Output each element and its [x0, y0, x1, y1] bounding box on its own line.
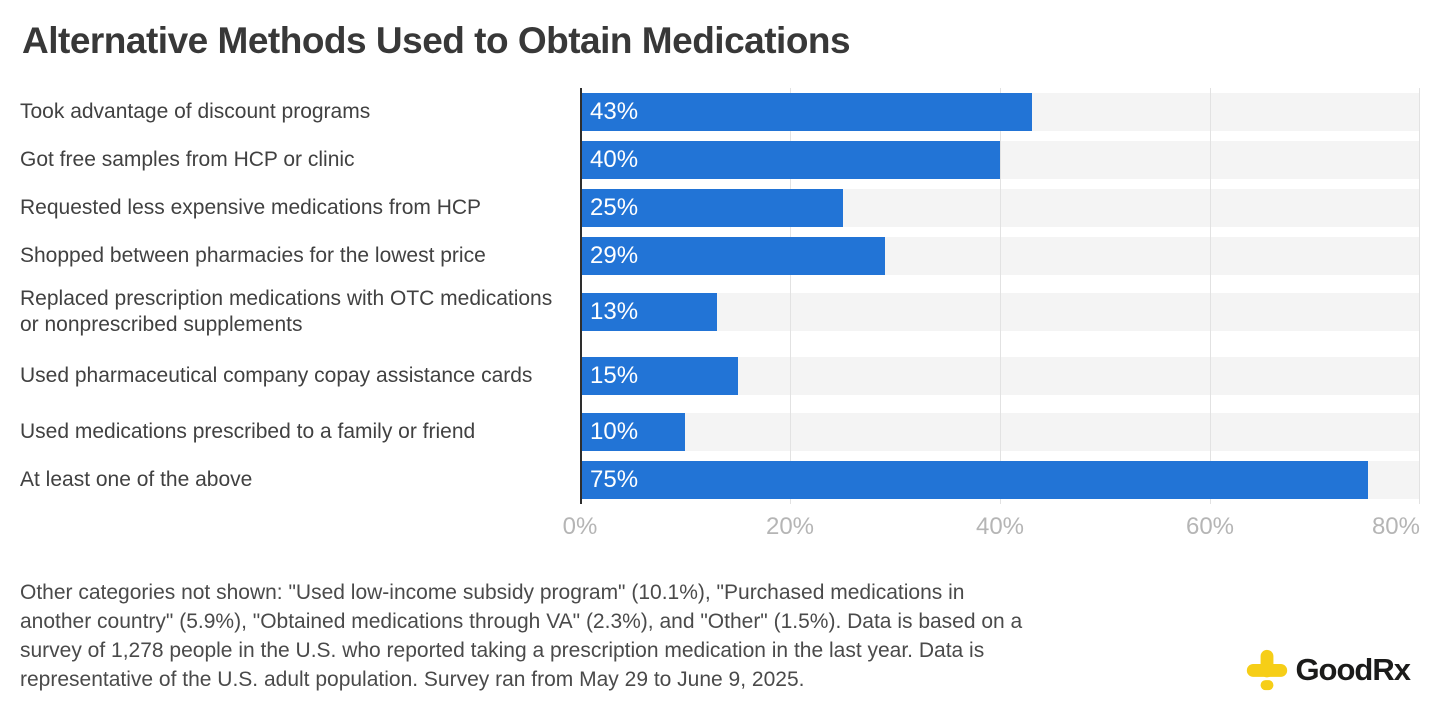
- category-label: Used pharmaceutical company copay assist…: [20, 364, 533, 387]
- footnote-line: representative of the U.S. adult populat…: [20, 668, 805, 691]
- category-label: At least one of the above: [20, 468, 253, 491]
- x-tick: 20%: [765, 513, 815, 540]
- x-tick: 0%: [562, 513, 598, 540]
- bar-value-label: 13%: [590, 298, 639, 325]
- bar: 75%: [580, 461, 1368, 499]
- footnote-line: survey of 1,278 people in the U.S. who r…: [20, 639, 985, 662]
- chart-row: Took advantage of discount programs 43%: [20, 88, 1420, 136]
- x-tick: 60%: [1185, 513, 1235, 540]
- category-label: Used medications prescribed to a family …: [20, 420, 476, 443]
- bar: 15%: [580, 357, 738, 395]
- bar: 40%: [580, 141, 1000, 179]
- x-axis: 0% 20% 40% 60% 80%: [563, 504, 1420, 544]
- bar-value-label: 43%: [590, 98, 639, 125]
- category-label: Requested less expensive medications fro…: [20, 196, 482, 219]
- bar: 43%: [580, 93, 1032, 131]
- chart-row: Replaced prescription medications with O…: [20, 280, 1420, 344]
- bar-value-label: 25%: [590, 194, 639, 221]
- x-tick: 40%: [975, 513, 1025, 540]
- bar: 10%: [580, 413, 685, 451]
- page: Alternative Methods Used to Obtain Medic…: [20, 20, 1420, 694]
- goodrx-wordmark: GoodRx: [1295, 652, 1411, 687]
- x-tick: 80%: [1371, 513, 1420, 540]
- footnote: Other categories not shown: "Used low-in…: [20, 578, 1022, 694]
- bar: 29%: [580, 237, 885, 275]
- bar-value-label: 75%: [590, 466, 639, 493]
- bar-value-label: 29%: [590, 242, 639, 269]
- bar: 13%: [580, 293, 717, 331]
- bar-value-label: 10%: [590, 418, 639, 445]
- chart-row: Used medications prescribed to a family …: [20, 408, 1420, 456]
- page-title: Alternative Methods Used to Obtain Medic…: [22, 20, 851, 61]
- category-label: Got free samples from HCP or clinic: [20, 148, 355, 171]
- bar: 25%: [580, 189, 843, 227]
- bar-value-label: 15%: [590, 362, 639, 389]
- chart-row: Requested less expensive medications fro…: [20, 184, 1420, 232]
- goodrx-cross-icon: [1245, 648, 1289, 692]
- chart-rows: Took advantage of discount programs 43% …: [20, 88, 1420, 504]
- chart-row: Got free samples from HCP or clinic 40%: [20, 136, 1420, 184]
- chart-row: At least one of the above 75%: [20, 456, 1420, 504]
- bar-chart: Took advantage of discount programs 43% …: [20, 88, 1420, 544]
- goodrx-logo: GoodRx: [1245, 648, 1411, 694]
- footnote-line: another country" (5.9%), "Obtained medic…: [20, 610, 1023, 633]
- footer: Other categories not shown: "Used low-in…: [20, 578, 1420, 694]
- chart-row: Used pharmaceutical company copay assist…: [20, 344, 1420, 408]
- bar-value-label: 40%: [590, 146, 639, 173]
- footnote-line: Other categories not shown: "Used low-in…: [20, 581, 965, 604]
- category-label: Replaced prescription medications with O…: [20, 287, 553, 336]
- category-label: Took advantage of discount programs: [20, 100, 371, 123]
- category-label: Shopped between pharmacies for the lowes…: [20, 244, 486, 267]
- chart-row: Shopped between pharmacies for the lowes…: [20, 232, 1420, 280]
- bar-track: [580, 413, 1420, 451]
